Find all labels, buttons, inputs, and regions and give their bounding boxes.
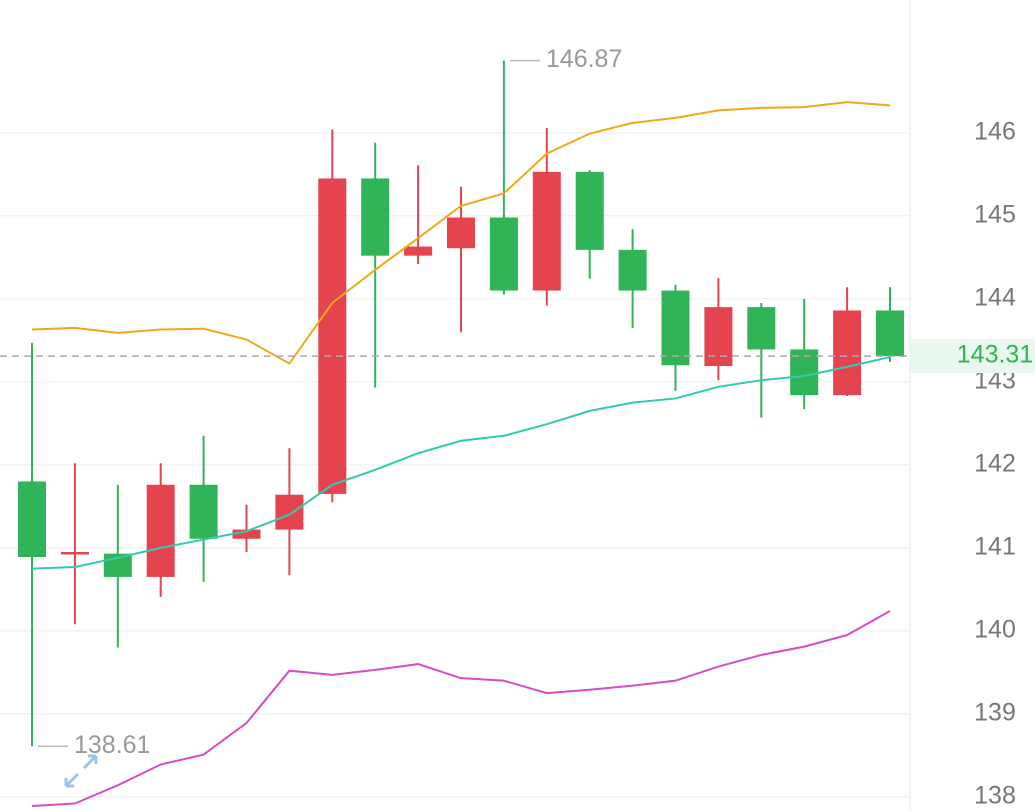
candle-body xyxy=(661,290,690,366)
candle-body xyxy=(489,217,518,291)
candle-body xyxy=(189,484,218,539)
expand-icon[interactable] xyxy=(64,754,98,788)
last-price-box xyxy=(910,339,1035,374)
candle-body xyxy=(532,171,561,291)
candle-body xyxy=(704,307,733,367)
candle-body xyxy=(60,552,89,555)
candle-body xyxy=(575,171,604,250)
axis-panel xyxy=(910,0,1035,811)
candle-body xyxy=(747,307,776,350)
y-tick-label: 141 xyxy=(974,532,1016,560)
last-price-label: 143.31 xyxy=(957,341,1033,369)
candle-body xyxy=(447,217,475,249)
high-annotation: 146.87 xyxy=(546,45,622,73)
candle-body xyxy=(361,178,390,256)
candle-body xyxy=(275,494,304,530)
candle-body xyxy=(833,310,862,396)
candle-body xyxy=(876,310,904,357)
candle-body xyxy=(790,349,819,396)
y-tick-label: 139 xyxy=(974,698,1016,726)
y-tick-label: 145 xyxy=(974,200,1016,228)
band-line xyxy=(31,355,891,570)
candle-body xyxy=(232,529,261,539)
grid xyxy=(0,132,910,798)
candle-body xyxy=(318,178,347,494)
low-annotation: 138.61 xyxy=(74,731,150,759)
candle-body xyxy=(146,484,175,577)
expand-arrows xyxy=(64,754,98,788)
y-tick-label: 142 xyxy=(974,449,1016,477)
candle-body xyxy=(618,249,647,291)
candle-body xyxy=(18,481,46,557)
y-tick-label: 146 xyxy=(974,117,1016,145)
band-line xyxy=(31,101,891,365)
y-tick-label: 140 xyxy=(974,615,1016,643)
band-line xyxy=(31,610,891,808)
y-tick-label: 144 xyxy=(974,283,1016,311)
candle-body xyxy=(404,246,433,256)
y-tick-label: 138 xyxy=(974,781,1016,809)
